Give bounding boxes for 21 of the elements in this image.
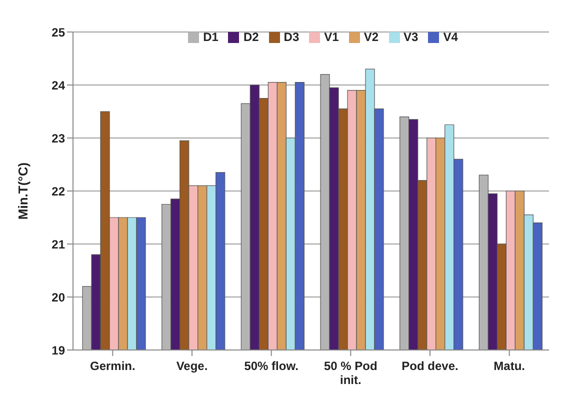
legend-label: V3 bbox=[404, 30, 418, 44]
y-tick-label: 20 bbox=[52, 290, 66, 304]
y-tick-label: 19 bbox=[52, 343, 66, 358]
x-tick-label: Vege. bbox=[176, 359, 208, 373]
y-tick-label: 25 bbox=[52, 25, 66, 40]
legend-label: D1 bbox=[203, 30, 218, 44]
x-tick-label: 50% flow. bbox=[244, 359, 298, 373]
x-tick-label: 50 % Pod init. bbox=[324, 359, 378, 387]
legend-label: D3 bbox=[284, 30, 300, 44]
legend-label: V4 bbox=[443, 30, 458, 44]
x-tick-label: Germin. bbox=[90, 359, 136, 373]
x-tick-label: Pod deve. bbox=[402, 359, 458, 373]
legend-label: V1 bbox=[324, 30, 339, 44]
y-axis-title: Min.T(°C) bbox=[16, 162, 31, 220]
y-tick-label: 23 bbox=[52, 131, 66, 146]
y-tick-label: 24 bbox=[52, 78, 66, 92]
legend-label: D2 bbox=[243, 30, 259, 44]
y-tick-label: 21 bbox=[52, 237, 66, 252]
legend-label: V2 bbox=[364, 30, 379, 44]
x-tick-label: Matu. bbox=[494, 359, 526, 373]
y-tick-label: 22 bbox=[52, 184, 66, 198]
